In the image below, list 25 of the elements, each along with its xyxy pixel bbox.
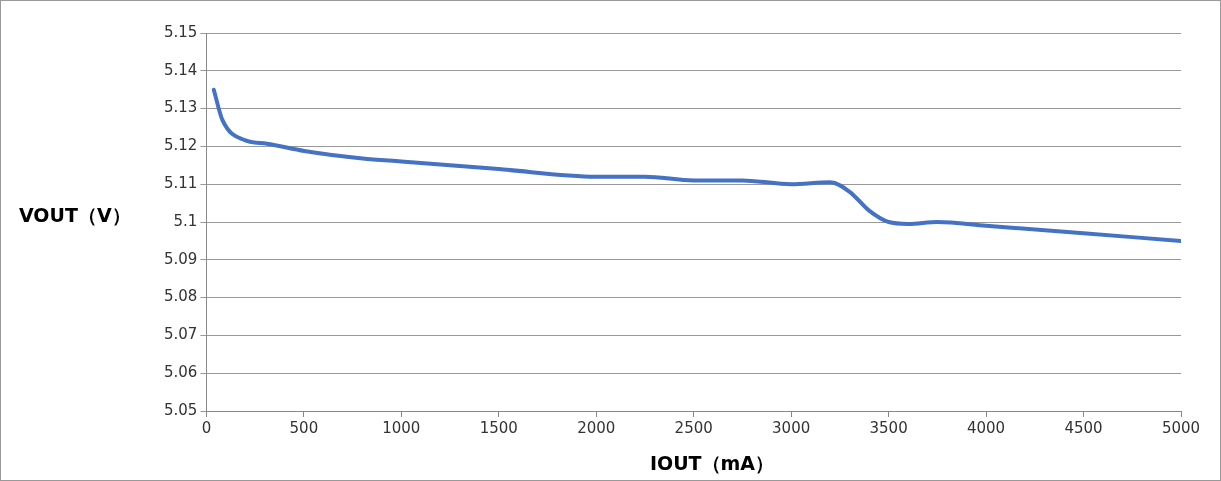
y-tick-label: 5.08 [163, 287, 198, 306]
x-tick-label: 4500 [1064, 418, 1103, 437]
y-tick-label: 5.05 [163, 400, 198, 419]
x-tick-label: 0 [201, 418, 212, 437]
x-tick-label: 3000 [772, 418, 811, 437]
y-tick-label: 5.14 [163, 60, 198, 79]
y-tick-label: 5.07 [163, 325, 198, 344]
y-tick-label: 5.1 [173, 211, 198, 230]
x-axis-title: IOUT（mA） [648, 451, 776, 476]
line-series [211, 87, 1181, 243]
x-tick-label: 2000 [577, 418, 616, 437]
x-tick-label: 4000 [966, 418, 1006, 437]
y-tick-label: 5.06 [163, 363, 198, 382]
x-tick-label: 5000 [1161, 418, 1201, 437]
y-tick-label: 5.13 [163, 98, 198, 117]
y-tick-label: 5.15 [163, 22, 198, 41]
x-tick-label: 1000 [382, 418, 421, 437]
y-tick-label: 5.09 [163, 249, 198, 268]
y-tick-label: 5.12 [163, 136, 198, 155]
x-tick-label: 3500 [869, 418, 908, 437]
y-tick-label: 5.11 [163, 174, 198, 193]
x-tick-label: 2500 [674, 418, 713, 437]
x-tick-label: 1500 [479, 418, 518, 437]
y-axis-title: VOUT（V） [19, 203, 131, 228]
x-tick-label: 500 [289, 418, 319, 437]
